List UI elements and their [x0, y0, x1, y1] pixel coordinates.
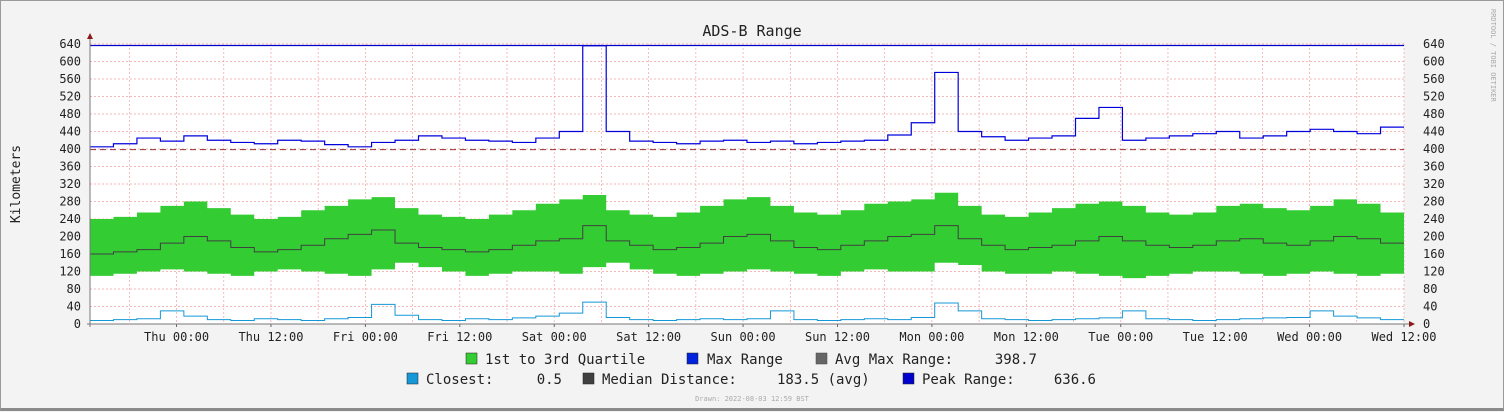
legend-peak-value: 636.6	[1054, 372, 1096, 388]
legend-peak: Peak Range:	[922, 372, 1015, 388]
y-axis-label: Kilometers	[9, 145, 24, 223]
x-axis-arrow-icon	[1409, 321, 1415, 327]
legend-swatch-quartile	[465, 352, 478, 365]
y-tick-label-left: 560	[59, 72, 81, 86]
legend-swatch-closest	[406, 372, 419, 385]
y-tick-label-left: 120	[59, 265, 81, 279]
legend-max-range: Max Range	[707, 352, 783, 368]
legend-avg-max-range-value: 398.7	[995, 352, 1037, 368]
legend: 1st to 3rd Quartile Max Range Avg Max Ra…	[406, 352, 1096, 388]
legend-median-value: 183.5 (avg)	[777, 372, 870, 388]
y-tick-label-right: 600	[1423, 55, 1445, 69]
y-tick-label-right: 0	[1423, 317, 1430, 331]
watermark: RRDTOOL / TOBI OETIKER	[1489, 9, 1497, 103]
x-tick-label: Thu 00:00	[144, 330, 209, 344]
y-axis-arrow-icon	[87, 33, 93, 39]
y-tick-label-right: 280	[1423, 195, 1445, 209]
x-tick-label: Mon 12:00	[994, 330, 1059, 344]
x-tick-label: Tue 00:00	[1088, 330, 1153, 344]
y-tick-label-right: 160	[1423, 247, 1445, 261]
legend-closest-value: 0.5	[537, 372, 562, 388]
y-tick-label-left: 0	[74, 317, 81, 331]
y-tick-label-left: 240	[59, 212, 81, 226]
x-tick-label: Thu 12:00	[238, 330, 303, 344]
legend-median: Median Distance:	[602, 372, 737, 388]
y-tick-label-left: 480	[59, 107, 81, 121]
y-tick-label-right: 400	[1423, 142, 1445, 156]
y-tick-label-right: 320	[1423, 177, 1445, 191]
y-tick-label-right: 360	[1423, 160, 1445, 174]
x-tick-label: Mon 00:00	[899, 330, 964, 344]
legend-closest: Closest:	[426, 372, 493, 388]
y-tick-label-right: 40	[1423, 300, 1437, 314]
y-tick-label-right: 120	[1423, 265, 1445, 279]
x-tick-label: Sat 00:00	[522, 330, 587, 344]
y-tick-label-right: 80	[1423, 282, 1437, 296]
x-tick-label: Sun 12:00	[805, 330, 870, 344]
y-tick-label-right: 440	[1423, 125, 1445, 139]
y-tick-label-right: 560	[1423, 72, 1445, 86]
legend-swatch-max-range	[686, 352, 699, 365]
x-tick-label: Tue 12:00	[1183, 330, 1248, 344]
legend-swatch-avg-max	[815, 352, 828, 365]
x-tick-label: Sat 12:00	[616, 330, 681, 344]
y-tick-label-left: 400	[59, 142, 81, 156]
chart-title: ADS-B Range	[702, 22, 801, 40]
y-tick-label-left: 640	[59, 37, 81, 51]
x-tick-label: Fri 12:00	[427, 330, 492, 344]
closest-line	[90, 301, 1404, 321]
median-line	[90, 225, 1404, 255]
legend-quartile: 1st to 3rd Quartile	[485, 352, 645, 368]
y-tick-label-right: 200	[1423, 230, 1445, 244]
y-tick-label-left: 80	[67, 282, 81, 296]
x-tick-label: Wed 00:00	[1277, 330, 1342, 344]
y-tick-label-left: 320	[59, 177, 81, 191]
y-tick-label-right: 240	[1423, 212, 1445, 226]
y-tick-label-left: 200	[59, 230, 81, 244]
legend-swatch-median	[582, 372, 595, 385]
x-tick-label: Fri 00:00	[333, 330, 398, 344]
y-tick-label-right: 480	[1423, 107, 1445, 121]
y-tick-label-left: 440	[59, 125, 81, 139]
y-tick-label-left: 160	[59, 247, 81, 261]
y-tick-label-right: 640	[1423, 37, 1445, 51]
max-range-line	[90, 45, 1404, 148]
legend-avg-max-range: Avg Max Range:	[835, 352, 953, 368]
x-tick-label: Sun 00:00	[711, 330, 776, 344]
y-tick-label-left: 600	[59, 55, 81, 69]
drawn-timestamp: Drawn: 2022-08-03 12:59 BST	[695, 395, 810, 403]
x-tick-label: Wed 12:00	[1371, 330, 1436, 344]
y-tick-label-right: 520	[1423, 90, 1445, 104]
y-tick-label-left: 360	[59, 160, 81, 174]
y-tick-label-left: 520	[59, 90, 81, 104]
y-tick-label-left: 40	[67, 300, 81, 314]
legend-swatch-peak	[902, 372, 915, 385]
y-tick-label-left: 280	[59, 195, 81, 209]
